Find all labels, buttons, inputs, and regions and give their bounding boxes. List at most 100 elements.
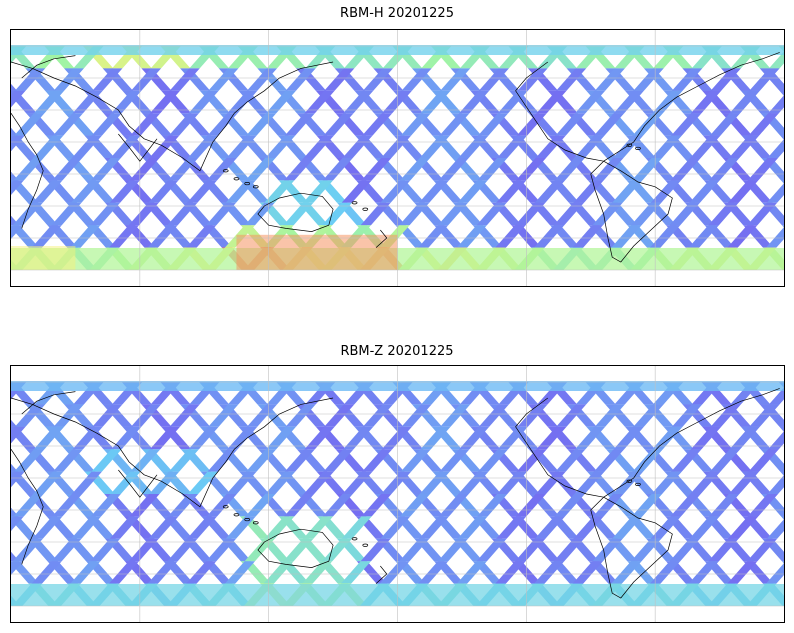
swath-segment bbox=[208, 68, 239, 91]
swath-segment bbox=[592, 202, 623, 226]
swath-segment bbox=[781, 225, 784, 228]
swath-segment bbox=[71, 471, 102, 494]
swath-segment bbox=[31, 225, 62, 248]
swath-segment bbox=[690, 471, 721, 494]
swath-segment bbox=[612, 135, 644, 158]
swath-segment bbox=[536, 426, 567, 450]
swath-segment bbox=[768, 95, 784, 114]
swath-segment bbox=[709, 113, 741, 136]
swath-segment bbox=[302, 516, 334, 539]
swath-segment bbox=[747, 202, 778, 226]
swath-segment bbox=[130, 449, 161, 472]
swath-segment bbox=[651, 135, 682, 158]
swath-segment bbox=[574, 471, 605, 494]
swath-segment bbox=[652, 90, 683, 114]
swath-segment bbox=[553, 202, 584, 226]
swath-segment bbox=[594, 68, 625, 91]
swath-segment bbox=[244, 538, 275, 562]
swath-segment bbox=[418, 561, 449, 584]
panel-title-rbm-h: RBM-H 20201225 bbox=[340, 6, 454, 21]
swath-segment bbox=[70, 561, 101, 584]
swath-segment bbox=[362, 404, 393, 427]
swath-segment bbox=[11, 180, 24, 196]
swath-segment bbox=[399, 538, 430, 562]
swath-segment bbox=[321, 202, 353, 226]
swath-segment bbox=[303, 135, 334, 158]
swath-segment bbox=[207, 449, 238, 472]
swath-segment bbox=[633, 404, 664, 427]
swath-segment bbox=[613, 426, 644, 450]
swath-segment bbox=[321, 538, 353, 562]
swath-segment bbox=[302, 561, 333, 584]
swath-segment bbox=[90, 158, 121, 181]
swath-segment bbox=[575, 426, 606, 450]
swath-segment bbox=[710, 404, 741, 427]
swath-segment bbox=[459, 90, 490, 114]
swath-segment bbox=[496, 135, 528, 158]
swath-segment bbox=[187, 135, 218, 158]
swath-segment bbox=[556, 404, 587, 427]
coastline-path bbox=[118, 469, 158, 498]
swath-segment bbox=[362, 449, 393, 472]
swath-segment bbox=[689, 516, 720, 539]
swath-segment bbox=[727, 561, 758, 584]
swath-segment bbox=[672, 404, 703, 427]
swath-segment bbox=[478, 404, 509, 427]
swath-segment bbox=[611, 561, 642, 584]
swath-segment bbox=[323, 113, 354, 136]
swath-segment bbox=[573, 180, 604, 203]
swath-segment bbox=[781, 561, 784, 564]
swath-segment bbox=[650, 561, 681, 584]
swath-segment bbox=[611, 225, 642, 248]
swath-segment bbox=[33, 471, 64, 494]
swath-segment bbox=[208, 404, 239, 427]
swath-segment bbox=[224, 561, 256, 584]
swath-segment bbox=[766, 519, 784, 539]
swath-segment bbox=[437, 538, 468, 562]
coastlines bbox=[11, 388, 780, 599]
swath-segment bbox=[324, 404, 355, 427]
swath-segment bbox=[631, 494, 662, 517]
swath-segment bbox=[476, 202, 507, 226]
swath-segment bbox=[53, 404, 84, 427]
swath-segment bbox=[496, 471, 528, 494]
swath-segment bbox=[671, 449, 702, 472]
swath-segment bbox=[148, 516, 179, 539]
swath-segment bbox=[284, 494, 315, 517]
coastline-path bbox=[375, 565, 388, 584]
swath-segment bbox=[379, 561, 410, 584]
panel-title-rbm-z: RBM-Z 20201225 bbox=[340, 344, 454, 359]
swath-segment bbox=[13, 158, 44, 181]
swath-segment bbox=[226, 135, 257, 158]
swath-segment bbox=[52, 449, 84, 472]
island-outline bbox=[244, 518, 251, 522]
swath-segment bbox=[246, 68, 278, 91]
swath-segment bbox=[749, 404, 780, 427]
swath-segment bbox=[631, 538, 662, 562]
island-outline bbox=[233, 177, 240, 181]
swath-segment bbox=[456, 225, 487, 248]
island-outline bbox=[252, 185, 259, 189]
swath-segment bbox=[515, 202, 546, 226]
swath-segment bbox=[553, 538, 584, 562]
swath-segment bbox=[399, 158, 431, 181]
swath-segment bbox=[779, 90, 784, 96]
swath-segment bbox=[728, 516, 759, 539]
swath-segment bbox=[747, 494, 778, 517]
island-outline bbox=[635, 482, 641, 486]
swath-segment bbox=[207, 113, 238, 136]
swath-segment bbox=[303, 471, 334, 494]
swath-segment bbox=[130, 404, 162, 427]
swath-segment bbox=[361, 494, 392, 517]
swath-segment bbox=[187, 180, 218, 203]
swath-segment bbox=[593, 158, 624, 181]
coastline-path bbox=[21, 55, 76, 79]
graticule bbox=[11, 366, 784, 622]
swath-segment bbox=[747, 158, 778, 181]
swath-segment bbox=[381, 90, 412, 114]
swath-segment bbox=[780, 471, 784, 476]
swath-segment bbox=[728, 180, 759, 203]
swath-segment bbox=[709, 158, 740, 181]
swath-segment bbox=[440, 68, 471, 91]
swath-segment bbox=[438, 494, 469, 517]
